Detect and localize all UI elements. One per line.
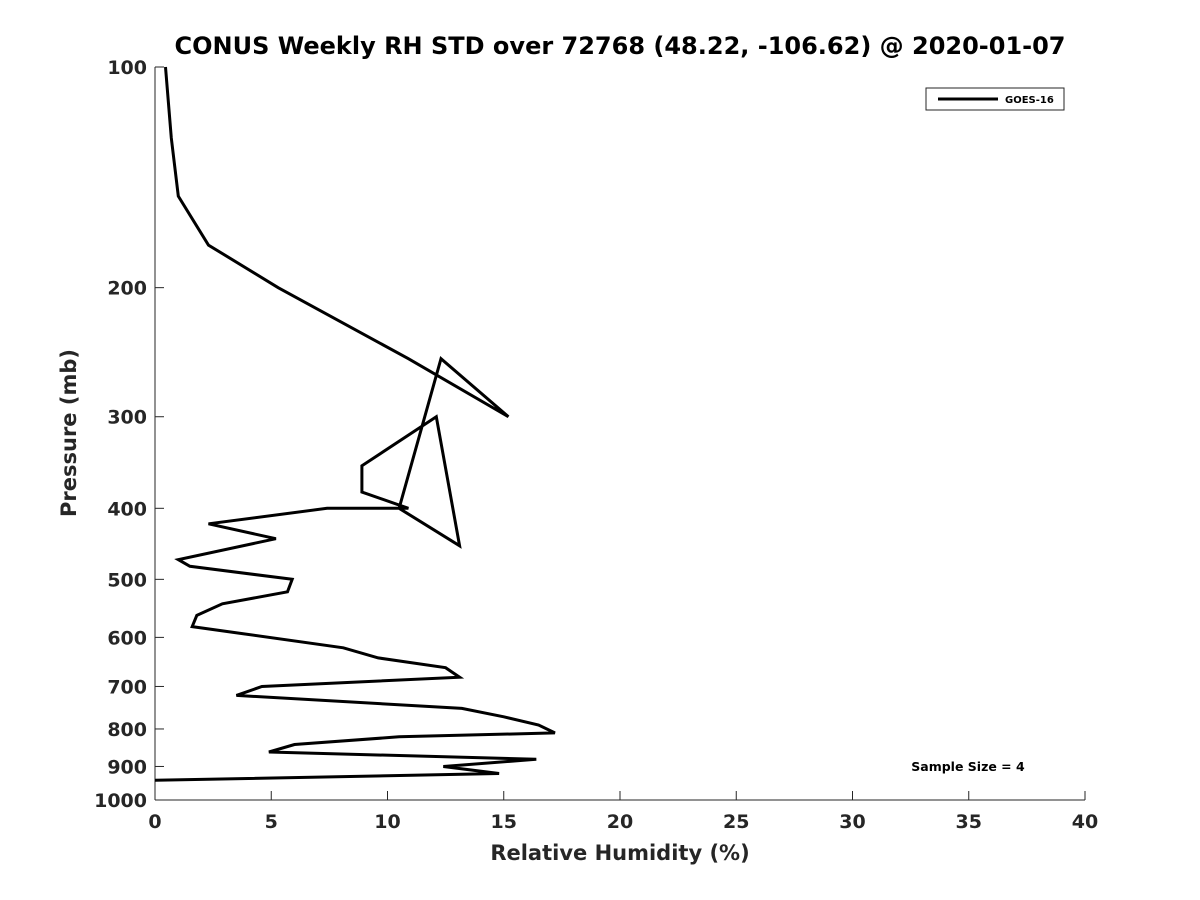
y-tick-label: 700 [107,676,147,698]
x-tick-label: 10 [374,811,400,833]
y-tick-label: 100 [107,57,147,79]
y-tick-label: 300 [107,407,147,429]
x-tick-label: 15 [491,811,517,833]
y-axis-label: Pressure (mb) [57,349,81,517]
x-tick-label: 35 [956,811,982,833]
y-tick-label: 200 [107,278,147,300]
series-line-goes-16 [154,66,556,782]
x-tick-label: 30 [839,811,865,833]
y-tick-label: 600 [107,627,147,649]
legend-label-goes-16: GOES-16 [1005,95,1054,106]
x-tick-label: 40 [1072,811,1098,833]
x-tick-label: 25 [723,811,749,833]
y-tick-label: 900 [107,756,147,778]
y-tick-label: 400 [107,498,147,520]
y-tick-label: 500 [107,569,147,591]
series-layer [154,66,556,782]
axes: 0 5 10 15 20 25 30 35 40 100 200 300 400 500 600 700 800… [94,57,1098,833]
x-axis-label: Relative Humidity (%) [490,841,749,865]
x-tick-label: 20 [607,811,633,833]
y-tick-label: 800 [107,719,147,741]
x-tick-label: 0 [148,811,161,833]
legend: GOES-16 [925,87,1065,111]
x-tick-label: 5 [265,811,278,833]
sample-size-annotation: Sample Size = 4 [911,759,1025,774]
chart-title: CONUS Weekly RH STD over 72768 (48.22, -… [174,32,1065,60]
y-tick-label: 1000 [94,790,147,812]
